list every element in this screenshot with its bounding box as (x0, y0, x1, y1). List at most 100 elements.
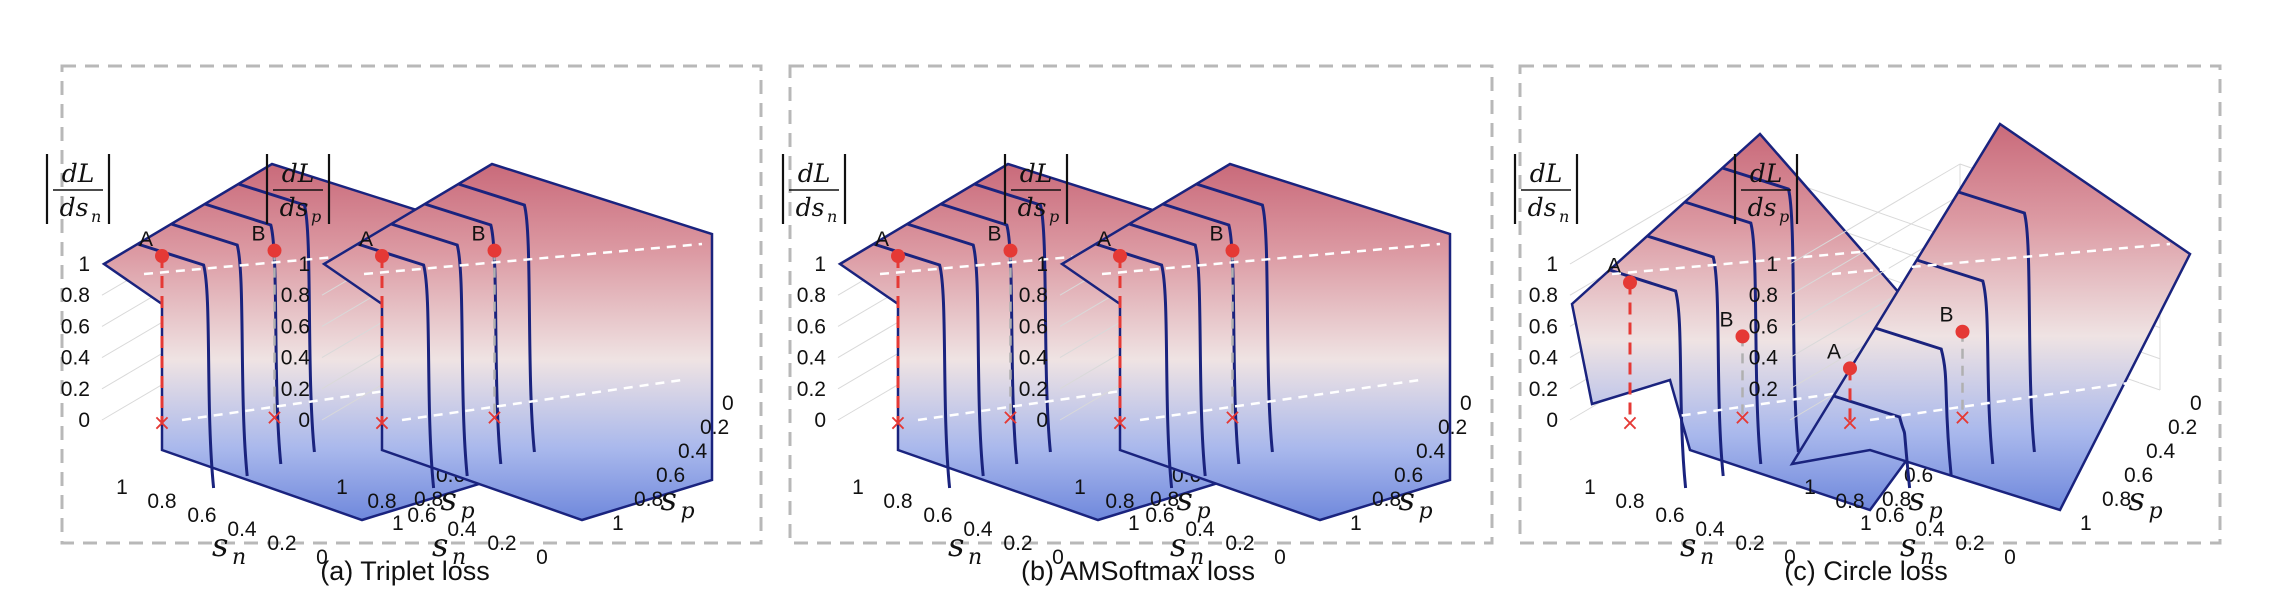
x-tick-label: 0.2 (267, 532, 296, 555)
y-tick-label: 0.4 (2146, 440, 2176, 463)
z-label-numerator: dL (62, 159, 95, 188)
x-tick-label: 0.8 (147, 490, 176, 513)
z-tick-label: 0.2 (61, 378, 90, 401)
plateau-boundary (1101, 242, 1441, 276)
contour-line (1874, 326, 1953, 477)
z-tick-label: 0.4 (797, 347, 827, 370)
point-label-A: A (875, 228, 889, 251)
z-tick-label: 0.6 (281, 315, 310, 338)
grid-line (1789, 163, 1961, 265)
z-tick-label: 0.6 (797, 315, 826, 338)
x-tick-label: 0.4 (1915, 518, 1945, 541)
x-tick-label: 0.6 (1875, 504, 1904, 527)
x-tick-label: 0.6 (923, 504, 952, 527)
point-label-B: B (987, 223, 1001, 246)
z-tick-label: 0 (814, 409, 826, 432)
z-label-sub: n (91, 207, 101, 226)
z-tick-label: 0.2 (1749, 378, 1778, 401)
z-tick-label: 0 (78, 409, 90, 432)
contour-line (457, 182, 536, 453)
surface (321, 162, 714, 522)
floor-marker-B: × (1223, 406, 1241, 431)
x-tick-label: 0.2 (1003, 532, 1032, 555)
contour-line (1162, 202, 1241, 465)
point-B (487, 243, 502, 258)
x-axis-label-sub: n (1920, 545, 1934, 570)
x-tick-label: 1 (116, 476, 128, 499)
plateau-boundary (363, 242, 703, 276)
y-axis-label-sub: p (1197, 499, 1211, 524)
z-label-denominator: ds (1528, 193, 1557, 222)
z-tick-label: 0.8 (797, 284, 826, 307)
y-tick-label: 0.8 (1372, 488, 1401, 511)
z-tick-label: 0.4 (281, 347, 311, 370)
z-tick-label: 1 (78, 253, 90, 276)
contour-line (1957, 190, 2036, 453)
z-tick-label: 0.8 (1019, 284, 1048, 307)
z-tick-label: 0.4 (1749, 347, 1779, 370)
plateau-boundary (879, 242, 1219, 276)
panels: 00.20.40.60.8110.80.60.40.2000.20.40.60.… (45, 122, 2202, 570)
x-axis-label-sub: n (232, 545, 246, 570)
contour-line (906, 222, 985, 477)
y-axis-label-sub: p (461, 499, 475, 524)
group-frame-a (60, 64, 763, 545)
x-axis-label: s (948, 526, 964, 564)
contour-line (390, 222, 469, 477)
z-label-denominator: ds (1018, 193, 1047, 222)
y-tick-label: 1 (612, 512, 624, 535)
point-label-A: A (139, 228, 153, 251)
y-axis-label: s (1909, 480, 1925, 518)
group-frame-b (788, 64, 1494, 545)
floor-marker-B: × (265, 406, 283, 431)
floor-marker-B: × (1953, 406, 1971, 431)
point-A (375, 249, 389, 263)
x-axis-label-sub: n (1190, 545, 1204, 570)
group-frame-c (1518, 64, 2222, 545)
point-label-B: B (471, 223, 485, 246)
y-tick-label: 0.6 (2124, 464, 2153, 487)
z-tick-label: 0.6 (1529, 315, 1558, 338)
plateau-boundary (1611, 242, 1951, 276)
point-label-B: B (1209, 223, 1223, 246)
z-tick-label: 0.4 (1529, 347, 1559, 370)
x-tick-label: 0.4 (1695, 518, 1725, 541)
contour-line (237, 182, 316, 453)
x-tick-label: 0 (2004, 546, 2016, 569)
point-B (1735, 329, 1750, 344)
z-tick-label: 0.4 (1019, 347, 1049, 370)
y-tick-label: 0.4 (1416, 440, 1446, 463)
y-tick-label: 0.8 (1882, 488, 1911, 511)
x-tick-label: 0.4 (963, 518, 993, 541)
z-label-sub: n (827, 207, 837, 226)
contour-line (424, 202, 503, 465)
point-A (155, 249, 169, 263)
y-axis-label: s (2129, 480, 2145, 518)
x-tick-label: 0 (316, 546, 328, 569)
z-tick-label: 0 (1036, 409, 1048, 432)
contour-line (170, 222, 249, 477)
z-tick-label: 1 (1036, 253, 1048, 276)
z-label-sub: p (1779, 207, 1789, 226)
y-axis-label: s (1177, 480, 1193, 518)
contour-line (137, 242, 216, 489)
y-axis-label-sub: p (1419, 499, 1433, 524)
z-label-sub: n (1559, 207, 1569, 226)
x-axis-label: s (1170, 526, 1186, 564)
point-A (1623, 275, 1637, 290)
z-tick-label: 0.6 (1749, 315, 1778, 338)
y-tick-label: 1 (2080, 512, 2092, 535)
point-label-A: A (1097, 228, 1111, 251)
y-tick-label: 1 (392, 512, 404, 535)
x-tick-label: 0.8 (367, 490, 396, 513)
z-label-numerator: dL (798, 159, 831, 188)
z-label-numerator: dL (1750, 159, 1783, 188)
chart-panel-4: 00.20.40.60.8110.80.60.40.2000.20.40.60.… (1003, 154, 1472, 570)
point-label-A: A (1607, 255, 1621, 278)
z-tick-label: 0.4 (61, 347, 91, 370)
x-axis-label: s (1680, 526, 1696, 564)
x-tick-label: 0.6 (187, 504, 216, 527)
z-tick-label: 1 (1766, 253, 1778, 276)
point-label-B: B (251, 223, 265, 246)
